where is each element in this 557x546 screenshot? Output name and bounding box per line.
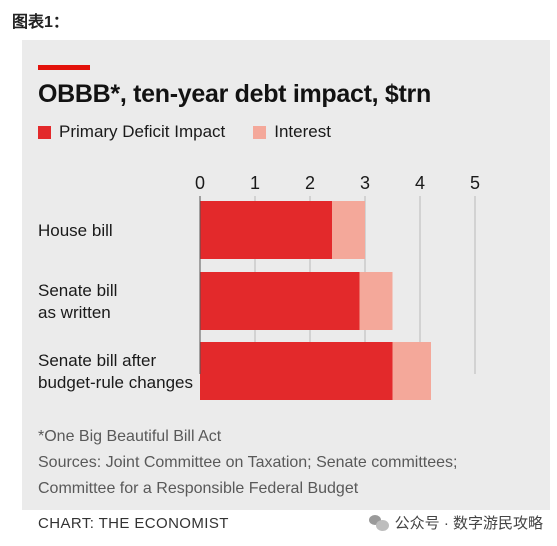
category-label-0-line-0: House bill: [38, 221, 113, 240]
category-label-1-line-0: Senate bill: [38, 281, 117, 300]
chart-title: OBBB*, ten-year debt impact, $trn: [38, 80, 431, 108]
footnote: *One Big Beautiful Bill Act: [38, 428, 222, 445]
legend-swatch-interest: [253, 125, 267, 139]
legend-swatch-primary-deficit: [38, 125, 51, 139]
bar-primary-deficit-0: [200, 201, 332, 259]
bar-primary-deficit-1: [200, 272, 360, 330]
x-tick-label-3: 3: [360, 173, 370, 193]
bar-primary-deficit-2: [200, 342, 393, 400]
chart-credit: CHART: THE ECONOMIST: [38, 515, 229, 532]
accent-rule: [38, 65, 90, 70]
x-tick-label-1: 1: [250, 173, 260, 193]
bar-interest-1: [359, 272, 393, 330]
x-tick-label-2: 2: [305, 173, 315, 193]
legend: Primary Deficit Impact Interest: [38, 122, 359, 142]
legend-label-interest: Interest: [274, 122, 331, 141]
figure-label: 图表1：: [12, 14, 69, 31]
bar-interest-2: [392, 342, 431, 400]
chart-notes: *One Big Beautiful Bill Act Sources: Joi…: [38, 424, 457, 502]
legend-item-interest: Interest: [253, 122, 331, 142]
category-label-2-line-0: Senate bill after: [38, 351, 156, 370]
sources-line-2: Committee for a Responsible Federal Budg…: [38, 480, 359, 497]
watermark-text: 公众号 · 数字游民攻略: [394, 515, 543, 532]
wechat-icon: [368, 514, 389, 531]
bar-interest-0: [332, 201, 365, 259]
category-label-1-line-1: as written: [38, 303, 111, 322]
sources-line-1: Sources: Joint Committee on Taxation; Se…: [38, 454, 458, 471]
x-tick-label-4: 4: [415, 173, 425, 193]
x-tick-label-5: 5: [470, 173, 480, 193]
legend-item-primary-deficit: Primary Deficit Impact: [38, 122, 225, 142]
watermark: 公众号 · 数字游民攻略: [368, 512, 543, 533]
legend-label-primary-deficit: Primary Deficit Impact: [59, 122, 226, 141]
category-label-2-line-1: budget-rule changes: [38, 373, 193, 392]
x-tick-label-0: 0: [195, 173, 205, 193]
